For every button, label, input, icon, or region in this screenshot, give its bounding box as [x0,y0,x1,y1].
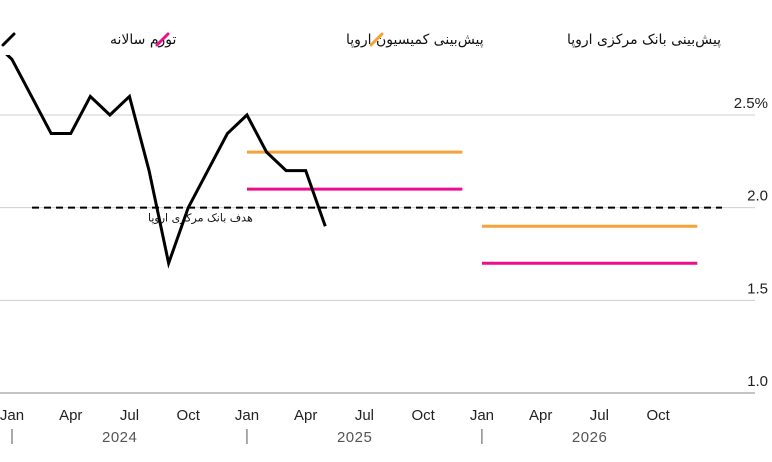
x-tick-label: Apr [59,407,82,424]
x-tick-label: Oct [177,407,201,424]
year-label: 2026 [572,429,607,446]
x-tick-label: Jul [590,407,609,424]
legend: پیش‌بینی بانک مرکزی اروپا پیش‌بینی کمیسی… [1,32,721,48]
x-tick-label: Jul [355,407,374,424]
y-tick-label: 2.5% [734,95,768,112]
inflation-series [5,55,327,269]
x-tick-label: Apr [294,407,317,424]
legend-swatch-ec [155,32,170,47]
forecast-segments [246,150,698,265]
x-tick-label: Jan [235,407,259,424]
x-tick-label: Apr [529,407,552,424]
y-tick-label: 2.0 [747,188,768,205]
target-line-label: هدف بانک مرکزی اروپا [148,212,253,225]
legend-swatch-inflation [1,32,16,47]
x-tick-label: Jul [120,407,139,424]
x-tick-label: Jan [0,407,24,424]
y-tick-label: 1.0 [747,373,768,390]
x-tick-label: Oct [646,407,670,424]
legend-item-inflation: تورم سالانه [1,32,176,48]
x-axis: Jan Apr Jul Oct Jan Apr Jul Oct Jan Apr Jul Oct 2024… [0,407,671,446]
y-tick-label: 1.5 [747,280,768,297]
year-label: 2024 [102,429,137,446]
year-label: 2025 [337,429,372,446]
y-axis-ticks: 2.5% 2.0 1.5 1.0 [734,95,768,390]
legend-swatch-ecb [369,32,384,47]
inflation-line [5,55,327,269]
legend-label-inflation: تورم سالانه [110,32,176,48]
legend-item-ec: پیش‌بینی کمیسیون اروپا [155,32,484,48]
y-grid [0,114,755,394]
legend-label-ecb: پیش‌بینی بانک مرکزی اروپا [567,32,721,48]
target-line-group: هدف بانک مرکزی اروپا [32,206,722,225]
legend-item-ecb: پیش‌بینی بانک مرکزی اروپا [369,32,721,48]
x-tick-label: Oct [412,407,436,424]
x-tick-label: Jan [470,407,494,424]
legend-label-ec: پیش‌بینی کمیسیون اروپا [346,32,484,48]
